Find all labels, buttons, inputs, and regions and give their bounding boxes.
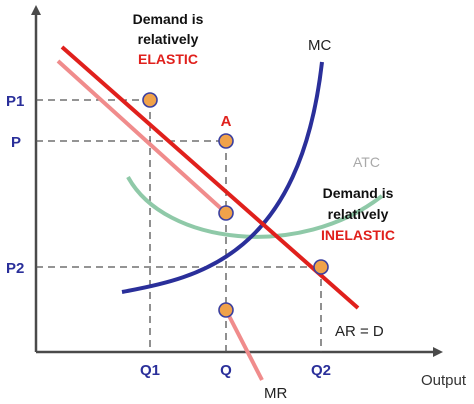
tick-label-p: P [11,134,21,151]
demand-line [60,45,360,310]
atc-curve [126,176,384,239]
elastic-note: Demand is relatively ELASTIC [133,11,204,67]
mr-label: MR [264,385,287,402]
elastic-note-line3: ELASTIC [138,51,198,67]
marker-p2-q2 [313,259,329,275]
tick-label-p2: P2 [6,260,24,277]
marker-mr-lower [218,302,234,318]
mr-line-upper [56,59,228,215]
mr-line-lower [224,309,264,381]
atc-label: ATC [353,154,380,170]
mc-curve [121,61,324,294]
markers [142,92,329,318]
marker-mr-upper [218,205,234,221]
tick-label-q2: Q2 [311,362,331,379]
mc-label: MC [308,37,331,54]
elastic-note-line2: relatively [138,31,199,47]
inelastic-note-line3: INELASTIC [321,227,395,243]
tick-label-q: Q [220,362,232,379]
tick-label-p1: P1 [6,93,24,110]
guide-lines [36,99,322,352]
ar-d-label: AR = D [335,323,384,340]
marker-p1-q1 [142,92,158,108]
marker-a [218,133,234,149]
x-axis-title: Output [421,372,467,389]
inelastic-note-line1: Demand is [323,185,394,201]
point-a-label: A [221,113,232,130]
inelastic-note: Demand is relatively INELASTIC [321,185,395,243]
inelastic-note-line2: relatively [328,206,389,222]
elastic-note-line1: Demand is [133,11,204,27]
tick-label-q1: Q1 [140,362,160,379]
